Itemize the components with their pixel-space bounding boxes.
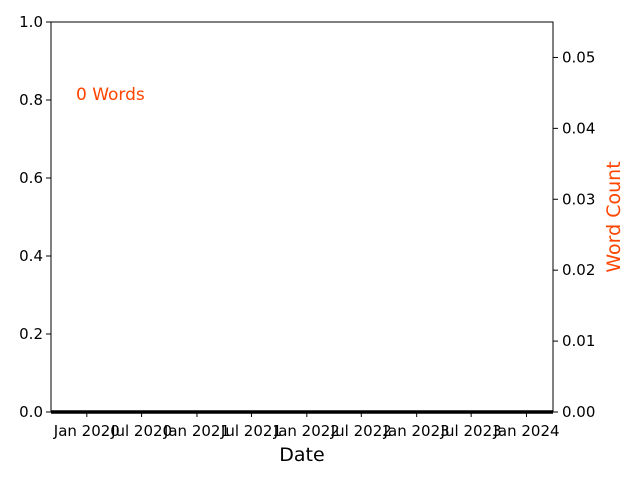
y-left-tick-label: 0.0 (19, 403, 43, 421)
x-tick-label: Jan 2024 (492, 422, 559, 440)
x-tick-label: Jul 2020 (110, 422, 172, 440)
y-left-tick-label: 1.0 (19, 13, 43, 31)
y-right-tick-label: 0.02 (562, 261, 595, 279)
word-count-annotation: 0 Words (76, 85, 145, 105)
x-tick-label: Jan 2022 (273, 422, 340, 440)
y-right-tick-label: 0.04 (562, 119, 595, 137)
x-axis-label: Date (279, 444, 324, 466)
y-left-tick-label: 0.8 (19, 91, 43, 109)
y-right-tick-label: 0.01 (562, 332, 595, 350)
axes: 0.0 0.2 0.4 0.6 0.8 1.0 0.00 0.01 0.02 0.03 0.04 0.… (19, 13, 595, 440)
y-left-tick-label: 0.6 (19, 169, 43, 187)
y-right-axis-label: Word Count (603, 161, 625, 272)
y-left-tick-label: 0.4 (19, 247, 43, 265)
y-right-tick-label: 0.05 (562, 48, 595, 66)
x-tick-label: Jan 2021 (163, 422, 230, 440)
x-tick-label: Jan 2020 (53, 422, 120, 440)
x-tick-label: Jul 2023 (440, 422, 502, 440)
y-right-tick-label: 0.00 (562, 403, 595, 421)
plot-frame (50, 21, 554, 413)
x-tick-label: Jul 2022 (330, 422, 392, 440)
y-right-tick-label: 0.03 (562, 190, 595, 208)
y-left-tick-label: 0.2 (19, 325, 43, 343)
x-tick-label: Jul 2021 (220, 422, 282, 440)
x-tick-label: Jan 2023 (383, 422, 450, 440)
